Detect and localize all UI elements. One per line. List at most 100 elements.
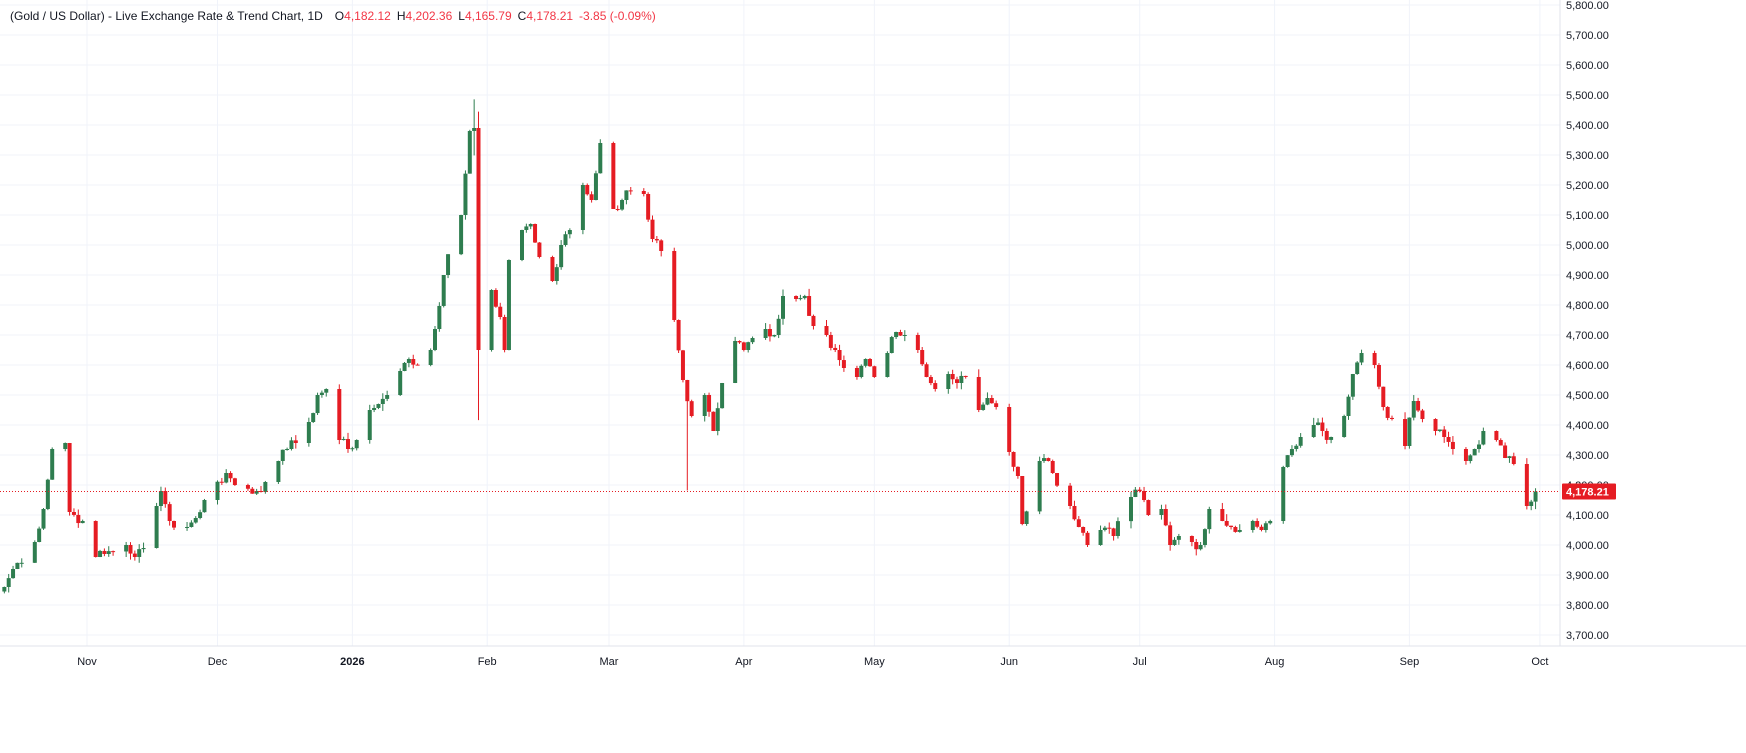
candle-body [2,587,7,592]
candle-body [433,329,437,350]
candle-body [1224,521,1229,526]
open-value: 4,182.12 [344,9,391,23]
candle-body [802,296,807,299]
candle-body [976,377,981,410]
candle-body [537,242,542,257]
candle-body [1355,362,1360,374]
candle-body [341,439,346,441]
candle-body [76,514,81,524]
candle-body [19,562,24,564]
y-tick-label: 4,800.00 [1566,300,1609,312]
candle-body [228,473,233,479]
candle-body [685,380,690,402]
candle-body [372,407,377,410]
candle-body [737,341,742,343]
candle-body [837,350,842,361]
candle-body [198,512,203,518]
candle-body [489,290,494,350]
candle-body [32,542,37,563]
candle-body [672,251,677,320]
candle-body [1350,374,1355,397]
candle-body [550,257,555,281]
candle-body [1446,437,1451,442]
y-tick-label: 4,500.00 [1566,390,1609,402]
candle-body [715,408,720,431]
candle-body [367,410,372,440]
candle-body [1376,365,1381,387]
candle-body [1072,506,1077,520]
candle-body [1020,476,1025,524]
candle-body [1168,525,1173,545]
candle-body [1163,509,1168,526]
candle-body [1494,431,1499,440]
candle-body [798,298,803,300]
candle-body [898,332,903,336]
x-tick-label: Oct [1531,656,1548,668]
candle-body [406,359,411,363]
candle-body [1420,410,1425,419]
candle-body [702,395,707,416]
candle-body [350,448,355,450]
candle-body [1450,441,1455,449]
candle-body [1207,509,1212,530]
candle-body [807,296,812,316]
candle-body [776,318,781,335]
candle-body [1172,539,1177,545]
candle-body [276,461,281,482]
candle-body [689,401,694,416]
candle-body [1115,521,1120,536]
candle-body [1507,456,1512,458]
y-tick-label: 5,700.00 [1566,30,1609,42]
candle-body [654,239,659,241]
candle-body [411,359,416,365]
candle-body [1159,509,1164,515]
candle-body [1176,536,1181,540]
candle-body [463,173,468,215]
y-tick-label: 3,800.00 [1566,600,1609,612]
candle-body [989,398,994,404]
candle-body [1268,521,1273,524]
close-value: 4,178.21 [526,9,574,23]
candle-body [1311,425,1316,437]
candle-body [289,440,294,449]
candle-body [1503,445,1508,458]
candle-body [1046,458,1051,461]
candle-body [994,403,999,407]
candle-body [894,332,899,338]
y-tick-label: 5,100.00 [1566,210,1609,222]
candle-body [524,226,529,230]
candle-body [132,553,137,557]
candle-body [37,528,42,542]
candle-body [733,341,738,383]
candle-body [1498,440,1503,446]
candle-body [624,190,629,200]
y-tick-label: 4,100.00 [1566,510,1609,522]
candle-body [224,473,229,483]
candle-body [1472,449,1477,456]
candle-body [1037,461,1042,512]
high-label: H [396,9,406,23]
candle-body [319,392,324,395]
candle-body [750,338,755,343]
candle-body [1463,449,1468,461]
candle-body [746,342,751,350]
x-tick-label: Sep [1400,656,1420,668]
candle-body [1129,497,1133,522]
y-tick-label: 5,200.00 [1566,180,1609,192]
candle-body [1233,527,1238,532]
candle-body [620,200,625,210]
candle-body [1320,422,1325,431]
candle-body [1068,485,1073,506]
candle-body [763,329,768,338]
candle-body [263,482,268,492]
candle-body [1372,353,1377,365]
candle-body [1403,419,1408,446]
candle-body [781,296,785,319]
candle-body [459,215,464,255]
candle-body [1133,489,1138,497]
candle-body [1011,452,1016,467]
ohlc-legend: (Gold / US Dollar) - Live Exchange Rate … [10,9,656,23]
y-tick-label: 4,300.00 [1566,450,1609,462]
